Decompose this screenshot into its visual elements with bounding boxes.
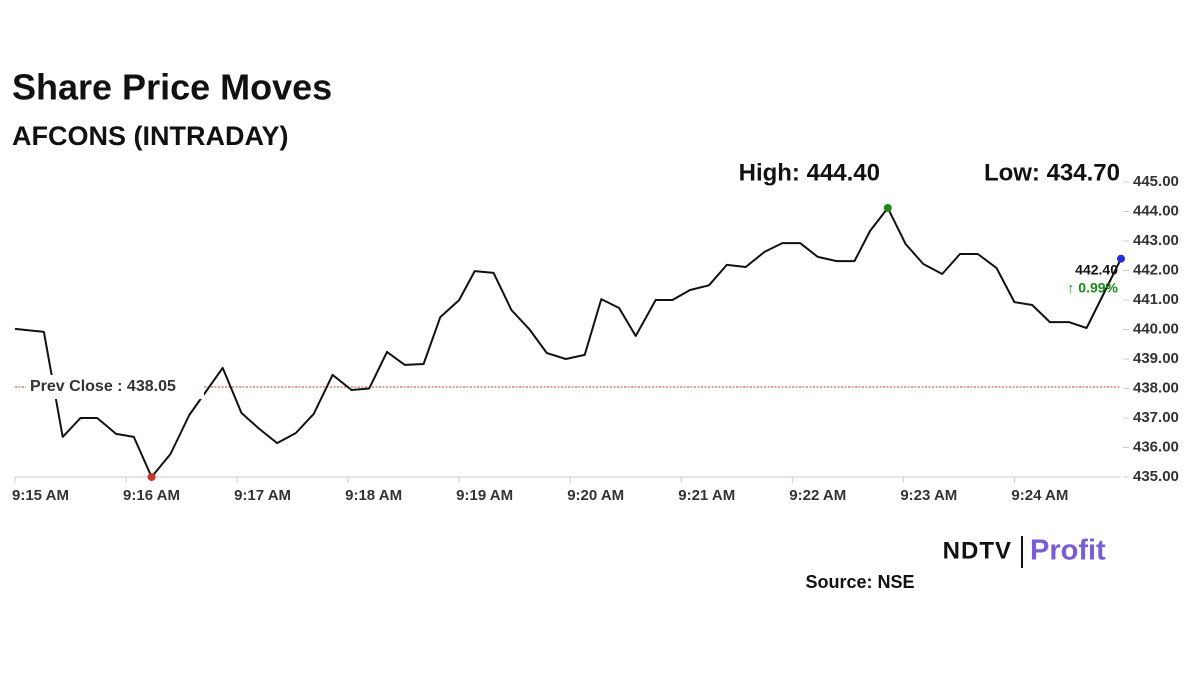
y-tick-label: 436.00 [1133,438,1179,455]
last-price-label: 442.40 [1075,261,1118,277]
y-tick-label: 441.00 [1133,291,1179,308]
prev-close-label: Prev Close : 438.05 [30,378,176,395]
x-tick-label: 9:18 AM [345,487,402,504]
low-label: Low: 434.70 [984,159,1120,186]
chart-title: Share Price Moves [12,67,332,108]
y-tick-label: 439.00 [1133,350,1179,367]
y-tick-label: 443.00 [1133,232,1179,249]
logo-profit: Profit [1030,535,1106,567]
high-label: High: 444.40 [739,159,880,186]
source: Source: NSE [805,572,914,592]
x-tick-label: 9:20 AM [567,487,624,504]
point-marker [883,203,892,212]
x-tick-label: 9:16 AM [123,487,180,504]
x-tick-label: 9:23 AM [900,487,957,504]
logo-ndtv: NDTV [943,537,1012,564]
y-tick-label: 445.00 [1133,173,1179,190]
x-tick-label: 9:21 AM [678,487,735,504]
x-tick-label: 9:15 AM [12,487,69,504]
y-tick-label: 435.00 [1133,468,1179,485]
y-tick-label: 438.00 [1133,379,1179,396]
x-tick-label: 9:17 AM [234,487,291,504]
x-tick-label: 9:24 AM [1011,487,1068,504]
y-tick-label: 440.00 [1133,320,1179,337]
price-line [14,207,1122,478]
point-marker [1117,254,1125,263]
change-label: ↑ 0.99% [1067,279,1118,295]
prev-close-label-bg [26,375,204,400]
y-tick-label: 437.00 [1133,409,1179,426]
y-tick-label: 444.00 [1133,202,1179,219]
x-tick-label: 9:22 AM [789,487,846,504]
chart-subtitle: AFCONS (INTRADAY) [12,121,289,151]
x-tick-label: 9:19 AM [456,487,513,504]
point-marker [147,473,156,481]
y-tick-label: 442.00 [1133,261,1179,278]
